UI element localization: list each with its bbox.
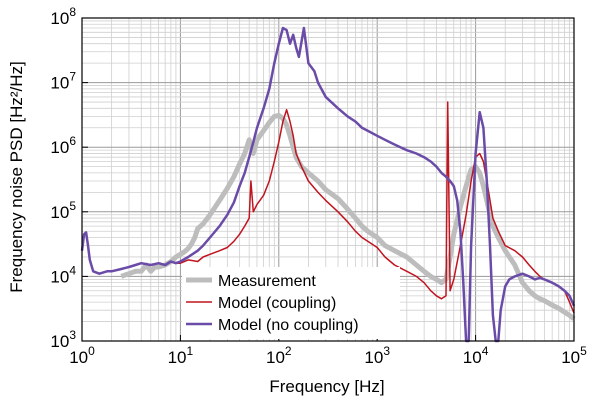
series-line-1: [120, 113, 576, 321]
x-tick-label: 101: [168, 344, 194, 367]
tick-labels: 100 101 102 103 104 105 103 104 105 106 107 108: [50, 5, 587, 367]
y-tick-label: 106: [50, 134, 76, 157]
legend-label-3: Model (no coupling): [218, 317, 359, 334]
legend-label-1: Measurement: [218, 273, 316, 290]
plot-frame: [81, 17, 575, 342]
y-tick-label: 108: [50, 5, 76, 28]
legend-label-2: Model (coupling): [218, 295, 336, 312]
y-tick-label: 104: [50, 263, 76, 286]
y-tick-label: 107: [50, 70, 76, 93]
x-axis-label: Frequency [Hz]: [269, 377, 384, 396]
y-axis-label: Frequency noise PSD [Hz²/Hz]: [7, 61, 26, 292]
x-tick-label: 104: [463, 344, 489, 367]
x-tick-label: 103: [364, 344, 390, 367]
legend-box: [182, 267, 400, 339]
x-tick-label: 100: [69, 344, 95, 367]
x-tick-label: 105: [561, 344, 587, 367]
x-tick-label: 102: [266, 344, 292, 367]
legend: Measurement Model (coupling) Model (no cou…: [182, 267, 400, 339]
y-tick-label: 105: [50, 199, 76, 222]
y-tick-label: 103: [50, 328, 76, 351]
